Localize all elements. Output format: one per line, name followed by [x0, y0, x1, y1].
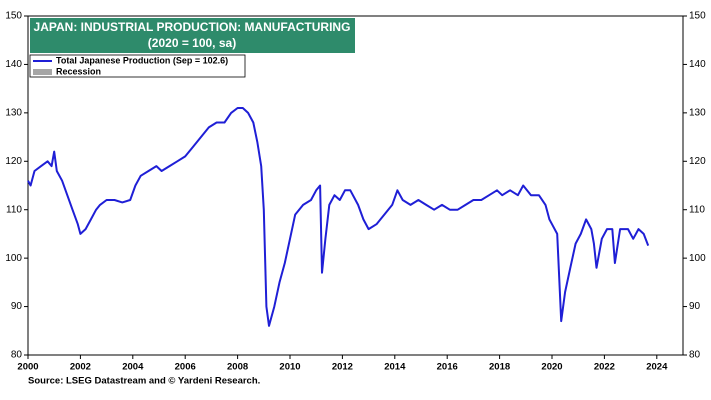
- series-line: [27, 107, 650, 327]
- legend-swatch: [33, 69, 52, 75]
- y-tick-label: 130: [5, 107, 22, 118]
- source-note: Source: LSEG Datastream and © Yardeni Re…: [28, 376, 260, 387]
- y-tick-label: 150: [5, 11, 22, 22]
- legend-label: Recession: [56, 66, 101, 76]
- y2-tick-label: 100: [689, 253, 706, 264]
- chart-subtitle: (2020 = 100, sa): [148, 36, 236, 50]
- x-tick-label: 2016: [437, 362, 458, 373]
- y-tick-label: 140: [5, 59, 22, 70]
- y2-tick-label: 120: [689, 156, 706, 167]
- x-tick-label: 2002: [70, 362, 91, 373]
- y2-tick-label: 150: [689, 11, 706, 22]
- y-tick-label: 110: [6, 204, 22, 215]
- y-tick-label: 80: [11, 350, 23, 361]
- x-tick-label: 2008: [227, 362, 248, 373]
- y2-tick-label: 130: [689, 107, 706, 118]
- y2-tick-label: 80: [689, 350, 701, 361]
- y-tick-label: 90: [11, 301, 23, 312]
- x-tick-label: 2014: [384, 362, 406, 373]
- x-tick-label: 2010: [279, 362, 300, 373]
- x-tick-label: 2000: [17, 362, 38, 373]
- y2-tick-label: 90: [689, 301, 701, 312]
- y-tick-label: 100: [5, 253, 22, 264]
- x-tick-label: 2004: [122, 362, 144, 373]
- legend: [29, 54, 246, 78]
- x-tick-label: 2022: [594, 362, 615, 373]
- title-box: [30, 18, 355, 53]
- y2-tick-label: 110: [689, 204, 705, 215]
- x-tick-label: 2020: [541, 362, 562, 373]
- x-tick-label: 2012: [332, 362, 353, 373]
- chart-title: JAPAN: INDUSTRIAL PRODUCTION: MANUFACTUR…: [34, 20, 351, 34]
- legend-label: Total Japanese Production (Sep = 102.6): [56, 55, 228, 65]
- plot-frame: [27, 15, 684, 356]
- x-tick-label: 2018: [489, 362, 510, 373]
- x-tick-label: 2006: [175, 362, 196, 373]
- y2-tick-label: 140: [689, 59, 706, 70]
- y-tick-label: 120: [5, 156, 22, 167]
- x-tick-label: 2024: [646, 362, 668, 373]
